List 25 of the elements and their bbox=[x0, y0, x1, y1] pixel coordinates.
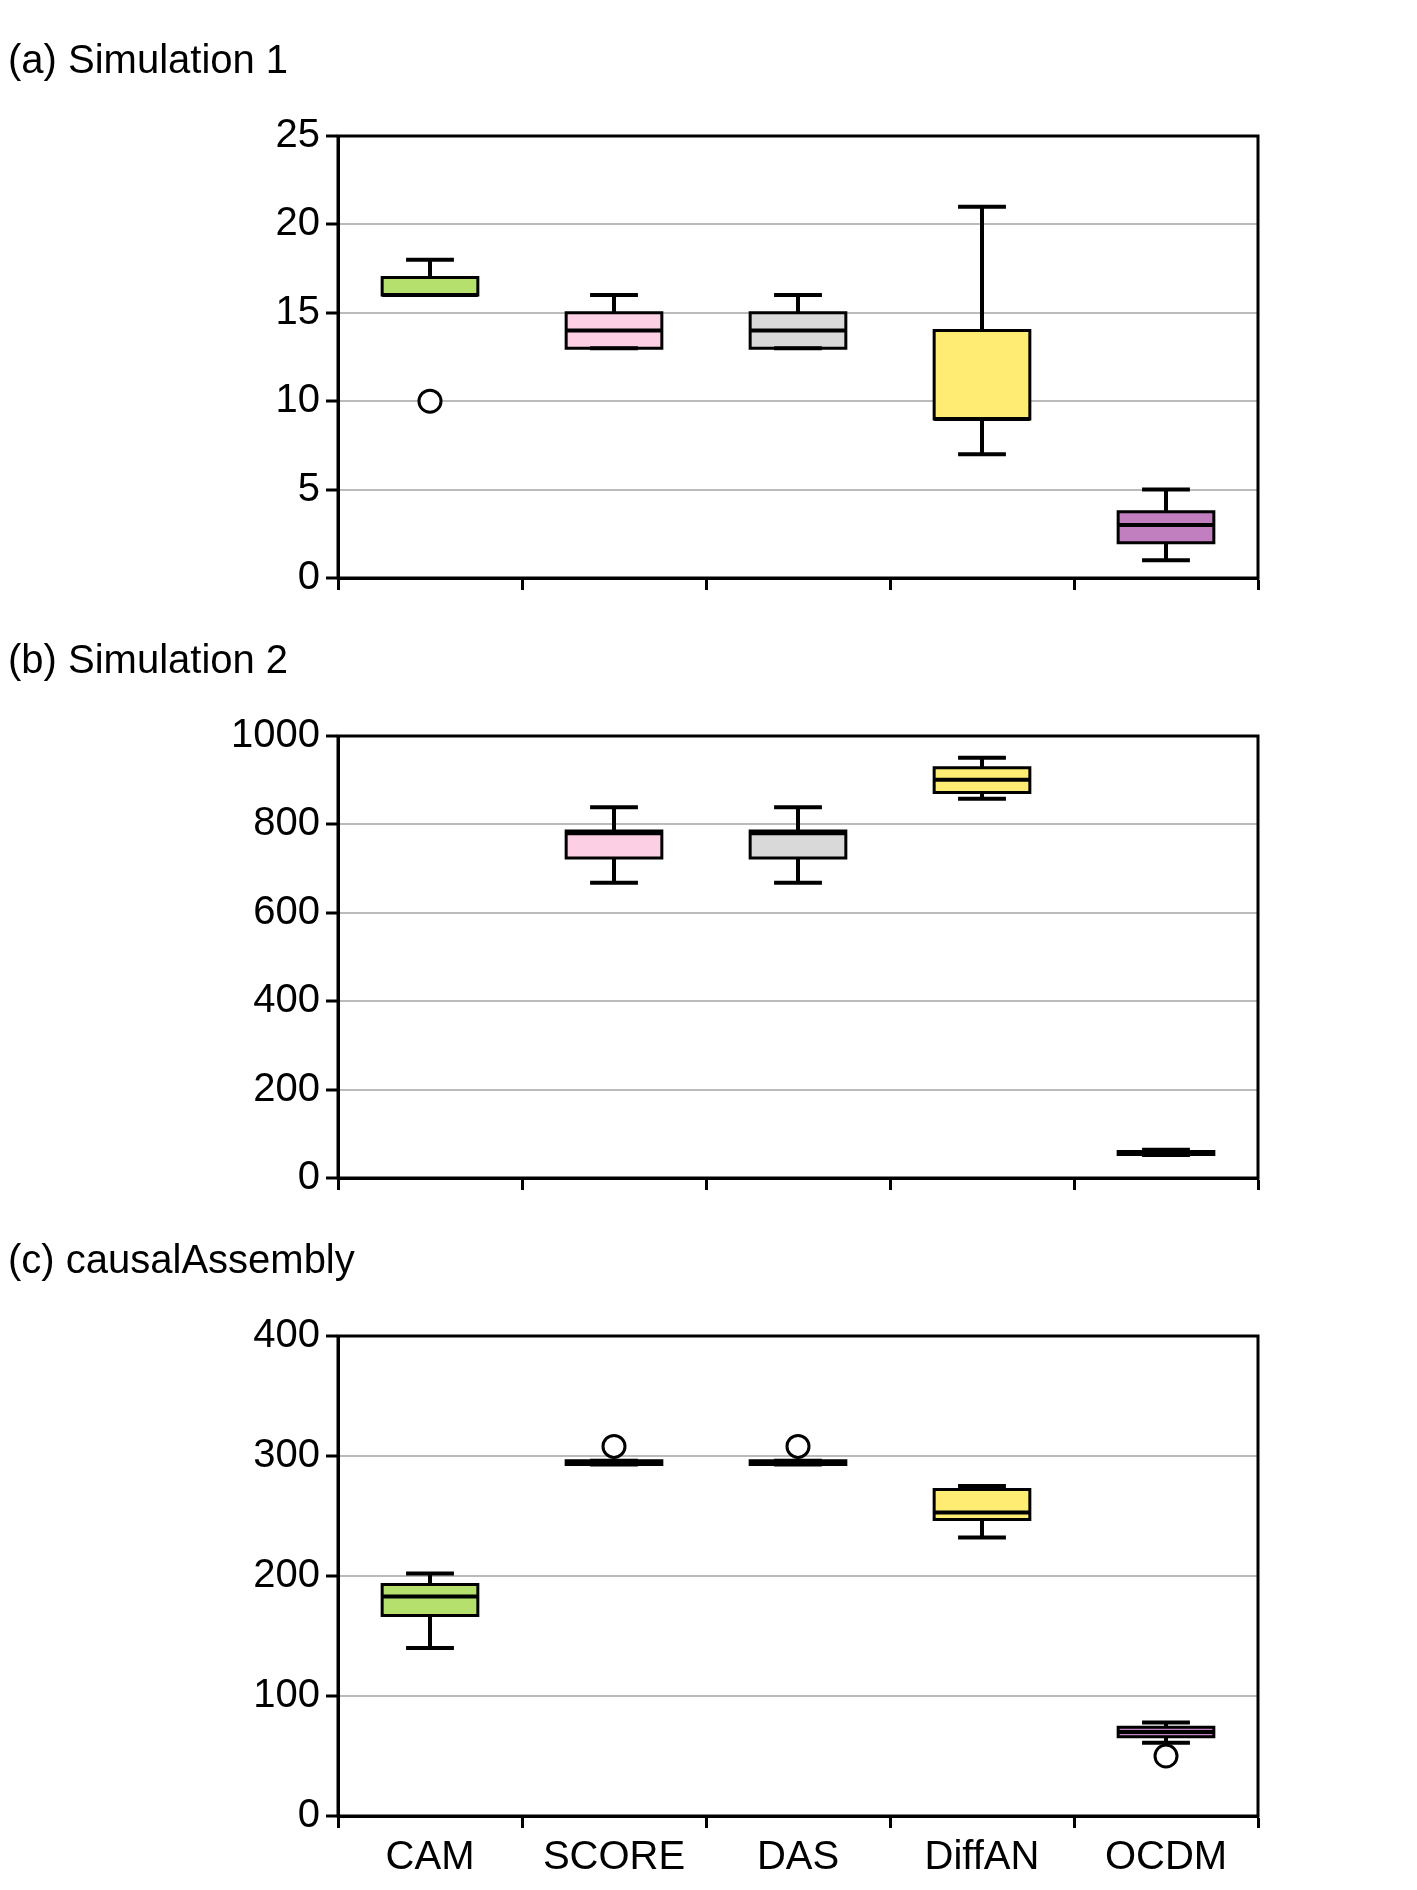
x-tick-label: SCORE bbox=[542, 1833, 686, 1878]
y-tick-label: 800 bbox=[253, 799, 320, 844]
x-tick-label: DiffAN bbox=[924, 1833, 1040, 1878]
y-tick-label: 300 bbox=[253, 1431, 320, 1476]
y-tick-label: 0 bbox=[297, 1153, 320, 1198]
y-tick-label: 100 bbox=[253, 1671, 320, 1716]
y-tick-label: 200 bbox=[253, 1551, 320, 1596]
y-tick-label: 400 bbox=[253, 976, 320, 1021]
x-tick-label: DAS bbox=[756, 1833, 840, 1878]
y-tick-label: 5 bbox=[297, 464, 320, 509]
y-tick-label: 1000 bbox=[231, 711, 320, 756]
chart-title: (b) Simulation 2 bbox=[8, 637, 289, 682]
y-tick-label: 25 bbox=[275, 111, 320, 156]
y-tick-label: 10 bbox=[275, 376, 320, 421]
x-tick-label: OCDM bbox=[1104, 1833, 1228, 1878]
chart-title: (a) Simulation 1 bbox=[8, 37, 289, 82]
y-tick-label: 200 bbox=[253, 1064, 320, 1109]
y-tick-label: 20 bbox=[275, 199, 320, 244]
y-tick-label: 0 bbox=[297, 1791, 320, 1836]
y-tick-label: 15 bbox=[275, 287, 320, 332]
x-tick-label: CAM bbox=[385, 1833, 475, 1878]
y-tick-label: 400 bbox=[253, 1311, 320, 1356]
y-tick-label: 0 bbox=[297, 553, 320, 598]
y-tick-label: 600 bbox=[253, 887, 320, 932]
chart-title: (c) causalAssembly bbox=[8, 1237, 355, 1282]
